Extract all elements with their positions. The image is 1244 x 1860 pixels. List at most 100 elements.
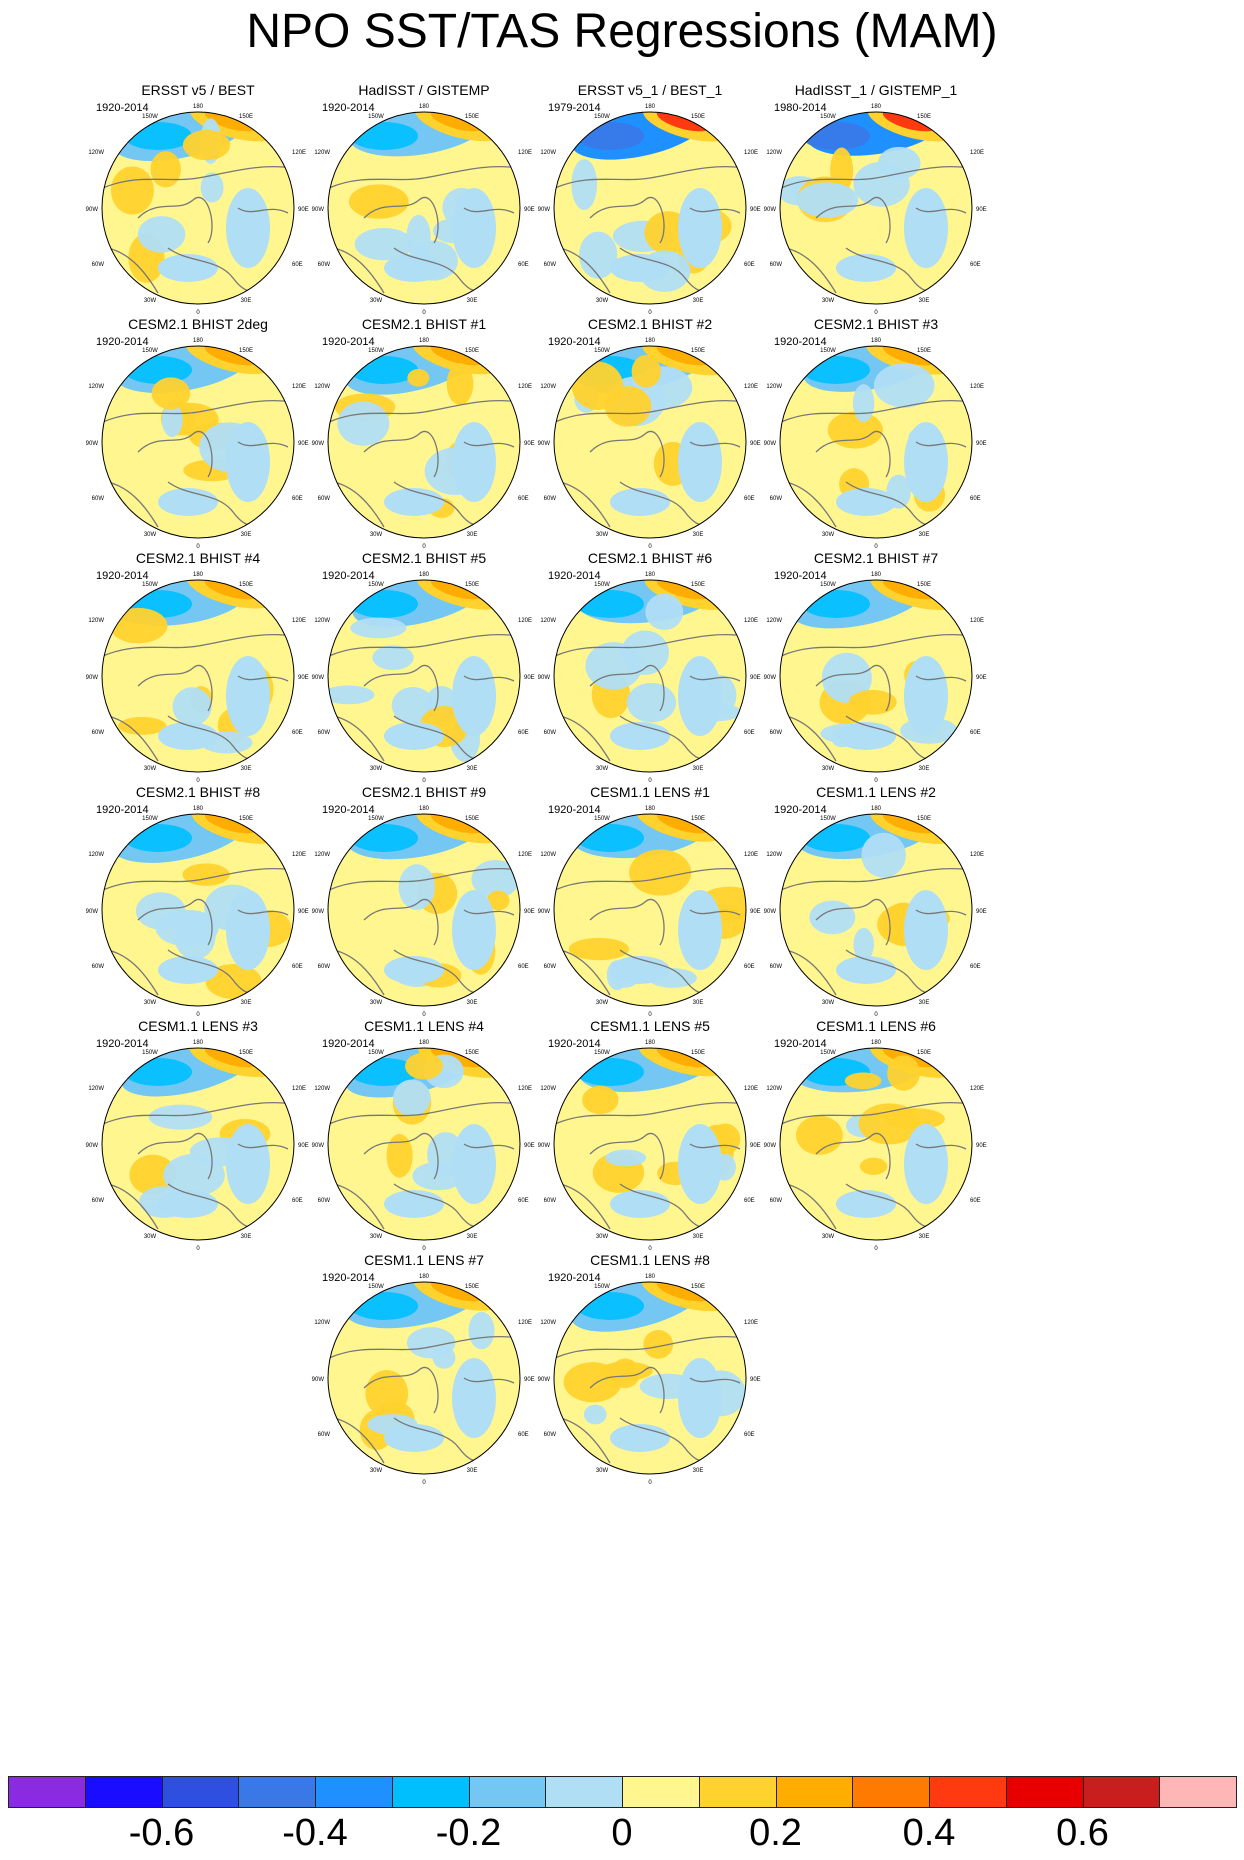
- panel-title: CESM2.1 BHIST #4: [135, 550, 261, 566]
- map-border: [553, 111, 747, 305]
- map-border: [553, 1047, 747, 1241]
- lon-label-ul: 120W: [314, 852, 330, 858]
- lon-label-ll: 60W: [544, 1432, 557, 1438]
- lon-label-r: 90E: [750, 1143, 761, 1149]
- lon-label-tl: 150W: [368, 114, 384, 120]
- lon-label-bl: 30W: [596, 1468, 609, 1474]
- map-field: [328, 1282, 520, 1474]
- lon-label-r: 90E: [976, 909, 987, 915]
- lon-label-lr: 60E: [744, 1198, 755, 1204]
- lon-label-lr: 60E: [970, 730, 981, 736]
- colorbar-segment: [84, 1776, 163, 1808]
- panel-period: 1920-2014: [322, 102, 375, 114]
- lon-label-tl: 150W: [594, 1284, 610, 1290]
- lon-label-top: 180: [871, 338, 882, 344]
- lon-label-ll: 60W: [318, 1198, 331, 1204]
- colorbar-segment: [545, 1776, 623, 1808]
- panel-title: CESM1.1 LENS #8: [590, 1252, 710, 1268]
- lon-label-tr: 150E: [917, 816, 931, 822]
- lon-label-ul: 120W: [88, 150, 104, 156]
- lon-label-ul: 120W: [540, 150, 556, 156]
- lon-label-bl: 30W: [370, 766, 383, 772]
- lon-label-top: 180: [871, 806, 882, 812]
- map-field: [780, 1048, 972, 1240]
- colorbar-tick-label: -0.6: [128, 1812, 195, 1854]
- lon-label-top: 180: [193, 806, 204, 812]
- lon-label-ll: 60W: [318, 1432, 331, 1438]
- polar-map: 180 150W 150E 120W 120E 90W 90E 60W 60E 30W 30E 0: [86, 572, 309, 784]
- lon-label-l: 90W: [764, 1143, 777, 1149]
- lon-label-r: 90E: [298, 1143, 309, 1149]
- lon-label-lr: 60E: [292, 1198, 303, 1204]
- panel-title: CESM2.1 BHIST #3: [813, 316, 939, 332]
- lon-label-top: 180: [645, 1274, 656, 1280]
- lon-label-br: 30E: [693, 1234, 704, 1240]
- lon-label-tl: 150W: [368, 1284, 384, 1290]
- polar-map: 180 150W 150E 120W 120E 90W 90E 60W 60E 30W 30E 0: [312, 338, 535, 550]
- lon-label-tr: 150E: [465, 816, 479, 822]
- lon-label-ur: 120E: [518, 1086, 532, 1092]
- panel-title: HadISST_1 / GISTEMP_1: [794, 82, 958, 98]
- lon-label-lr: 60E: [970, 964, 981, 970]
- lon-label-bottom: 0: [648, 544, 652, 550]
- lon-label-tr: 150E: [917, 348, 931, 354]
- lon-label-bottom: 0: [874, 778, 878, 784]
- panel-period: 1920-2014: [96, 102, 149, 114]
- lon-label-ul: 120W: [88, 384, 104, 390]
- lon-label-top: 180: [645, 338, 656, 344]
- map-panel: 180 150W 150E 120W 120E 90W 90E 60W 60E 30W 30E 0 CE…: [304, 550, 544, 820]
- map-panel: 180 150W 150E 120W 120E 90W 90E 60W 60E 30W 30E 0 CE…: [78, 316, 318, 586]
- lon-label-tr: 150E: [691, 816, 705, 822]
- lon-label-tr: 150E: [917, 114, 931, 120]
- lon-label-bottom: 0: [196, 1012, 200, 1018]
- colorbar-segment: [698, 1776, 777, 1808]
- map-field: [554, 346, 746, 538]
- lon-label-br: 30E: [693, 1468, 704, 1474]
- panel-period: 1920-2014: [774, 570, 827, 582]
- lon-label-top: 180: [871, 1040, 882, 1046]
- lon-label-bl: 30W: [596, 298, 609, 304]
- map-field: [780, 814, 972, 1006]
- lon-label-br: 30E: [467, 1468, 478, 1474]
- lon-label-ll: 60W: [92, 1198, 105, 1204]
- lon-label-br: 30E: [919, 298, 930, 304]
- map-panel: 180 150W 150E 120W 120E 90W 90E 60W 60E 30W 30E 0 ER…: [530, 82, 770, 352]
- colorbar-segment: [622, 1776, 700, 1808]
- lon-label-ll: 60W: [770, 262, 783, 268]
- lon-label-bottom: 0: [196, 1246, 200, 1252]
- lon-label-tl: 150W: [142, 348, 158, 354]
- lon-label-l: 90W: [538, 441, 551, 447]
- panel-period: 1920-2014: [96, 570, 149, 582]
- lon-label-tr: 150E: [465, 1284, 479, 1290]
- lon-label-top: 180: [871, 572, 882, 578]
- panel-title: ERSST v5_1 / BEST_1: [577, 82, 723, 98]
- lon-label-br: 30E: [241, 1234, 252, 1240]
- lon-label-tr: 150E: [465, 114, 479, 120]
- polar-map: 180 150W 150E 120W 120E 90W 90E 60W 60E 30W 30E 0: [764, 104, 987, 316]
- lon-label-top: 180: [871, 104, 882, 110]
- lon-label-tl: 150W: [820, 114, 836, 120]
- colorbar-segment: [315, 1776, 393, 1808]
- lon-label-l: 90W: [86, 1143, 99, 1149]
- lon-label-ur: 120E: [744, 1086, 758, 1092]
- colorbar-tick-label: -0.4: [282, 1812, 348, 1854]
- lon-label-br: 30E: [919, 532, 930, 538]
- lon-label-br: 30E: [241, 532, 252, 538]
- panel-period: 1920-2014: [548, 1272, 601, 1284]
- lon-label-bottom: 0: [874, 1246, 878, 1252]
- panel-period: 1920-2014: [322, 804, 375, 816]
- lon-label-r: 90E: [750, 207, 761, 213]
- lon-label-tr: 150E: [465, 1050, 479, 1056]
- polar-map: 180 150W 150E 120W 120E 90W 90E 60W 60E 30W 30E 0: [538, 338, 761, 550]
- lon-label-ul: 120W: [88, 1086, 104, 1092]
- panel-period: 1920-2014: [322, 336, 375, 348]
- map-border: [553, 1281, 747, 1475]
- lon-label-ul: 120W: [88, 618, 104, 624]
- lon-label-bottom: 0: [648, 310, 652, 316]
- lon-label-ul: 120W: [766, 384, 782, 390]
- lon-label-top: 180: [419, 806, 430, 812]
- lon-label-top: 180: [193, 1040, 204, 1046]
- lon-label-bottom: 0: [648, 778, 652, 784]
- lon-label-lr: 60E: [292, 496, 303, 502]
- lon-label-tr: 150E: [691, 582, 705, 588]
